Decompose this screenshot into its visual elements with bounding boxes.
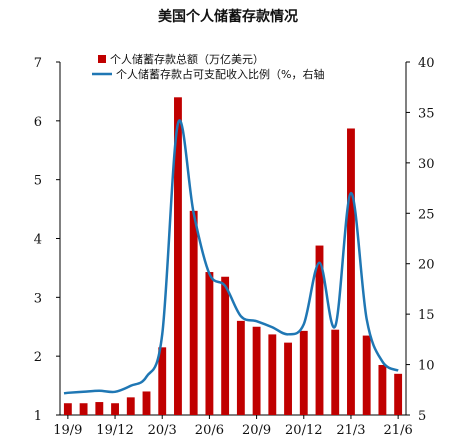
legend-label-bar: 个人储蓄存款总额（万亿美元） <box>110 52 264 66</box>
bar <box>268 334 277 415</box>
left-tick-label: 3 <box>34 291 42 306</box>
bar <box>174 97 182 416</box>
bars-layer <box>63 97 403 416</box>
bar <box>236 320 245 415</box>
right-tick-label: 30 <box>418 157 435 172</box>
bar <box>63 403 72 415</box>
x-tick-label: 20/6 <box>195 423 224 438</box>
x-tick-label: 19/12 <box>96 423 133 438</box>
right-tick-label: 40 <box>418 56 435 71</box>
left-tick-label: 1 <box>34 409 42 424</box>
bar <box>252 326 261 415</box>
bar <box>362 335 371 415</box>
right-tick-label: 25 <box>418 207 435 222</box>
bar <box>221 276 230 415</box>
x-tick-label: 20/9 <box>242 423 271 438</box>
left-tick-label: 7 <box>34 56 42 71</box>
x-tick-label: 19/9 <box>53 423 82 438</box>
legend-swatch-bar <box>98 55 106 63</box>
legend-label-line: 个人储蓄存款占可支配收入比例（%，右轴 <box>116 67 324 81</box>
left-tick-label: 6 <box>34 115 42 130</box>
bar <box>158 347 167 415</box>
bar <box>394 373 403 415</box>
bar <box>347 128 355 415</box>
bar <box>331 329 340 415</box>
bar <box>126 397 135 415</box>
bar <box>111 403 119 415</box>
bar <box>205 272 214 415</box>
x-tick-label: 20/3 <box>148 423 177 438</box>
bar <box>284 342 292 415</box>
series-line <box>63 119 399 395</box>
bar <box>299 330 308 415</box>
x-tick-label: 21/6 <box>384 423 413 438</box>
x-tick-label: 21/3 <box>336 423 365 438</box>
x-tick-label: 20/12 <box>285 423 322 438</box>
left-tick-label: 5 <box>34 174 42 189</box>
bar <box>142 391 151 415</box>
bar <box>95 402 104 415</box>
bar <box>79 403 88 415</box>
bar <box>315 245 324 415</box>
right-tick-label: 20 <box>418 258 435 273</box>
line-layer <box>63 119 399 395</box>
bar <box>378 364 387 415</box>
right-tick-label: 5 <box>418 409 426 424</box>
left-tick-label: 4 <box>34 233 42 248</box>
right-tick-label: 35 <box>418 106 435 121</box>
bar <box>189 210 198 415</box>
legend: 个人储蓄存款总额（万亿美元）个人储蓄存款占可支配收入比例（%，右轴 <box>92 52 324 81</box>
right-tick-label: 10 <box>418 359 435 374</box>
chart-title: 美国个人储蓄存款情况 <box>158 9 298 25</box>
left-tick-label: 2 <box>34 350 42 365</box>
right-tick-label: 15 <box>418 308 435 323</box>
axes-layer: 1 2 3 4 5 6 7 5 10 15 20 25 30 35 40 19/9 19/12 20/3 20/6 2… <box>34 56 435 438</box>
